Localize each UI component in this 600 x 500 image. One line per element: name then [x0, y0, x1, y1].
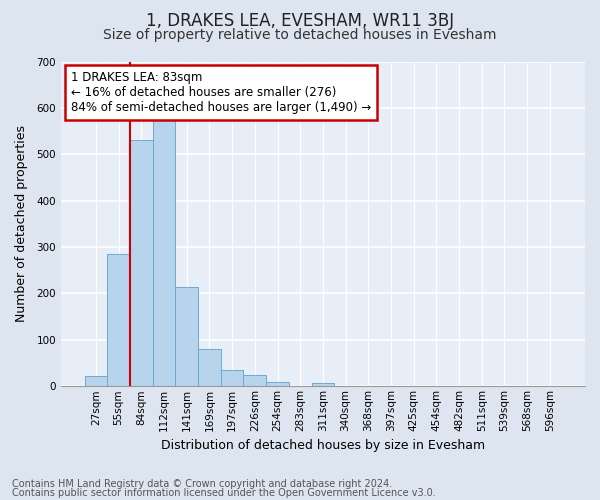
- Bar: [266, 382, 289, 386]
- Y-axis label: Number of detached properties: Number of detached properties: [15, 126, 28, 322]
- Bar: [130, 140, 153, 386]
- Bar: [221, 370, 244, 386]
- X-axis label: Distribution of detached houses by size in Evesham: Distribution of detached houses by size …: [161, 440, 485, 452]
- Bar: [85, 376, 107, 386]
- Text: Contains HM Land Registry data © Crown copyright and database right 2024.: Contains HM Land Registry data © Crown c…: [12, 479, 392, 489]
- Bar: [244, 375, 266, 386]
- Bar: [107, 254, 130, 386]
- Bar: [311, 383, 334, 386]
- Text: 1 DRAKES LEA: 83sqm
← 16% of detached houses are smaller (276)
84% of semi-detac: 1 DRAKES LEA: 83sqm ← 16% of detached ho…: [71, 71, 371, 114]
- Bar: [198, 349, 221, 387]
- Bar: [153, 115, 175, 386]
- Text: 1, DRAKES LEA, EVESHAM, WR11 3BJ: 1, DRAKES LEA, EVESHAM, WR11 3BJ: [146, 12, 454, 30]
- Text: Size of property relative to detached houses in Evesham: Size of property relative to detached ho…: [103, 28, 497, 42]
- Text: Contains public sector information licensed under the Open Government Licence v3: Contains public sector information licen…: [12, 488, 436, 498]
- Bar: [175, 288, 198, 386]
